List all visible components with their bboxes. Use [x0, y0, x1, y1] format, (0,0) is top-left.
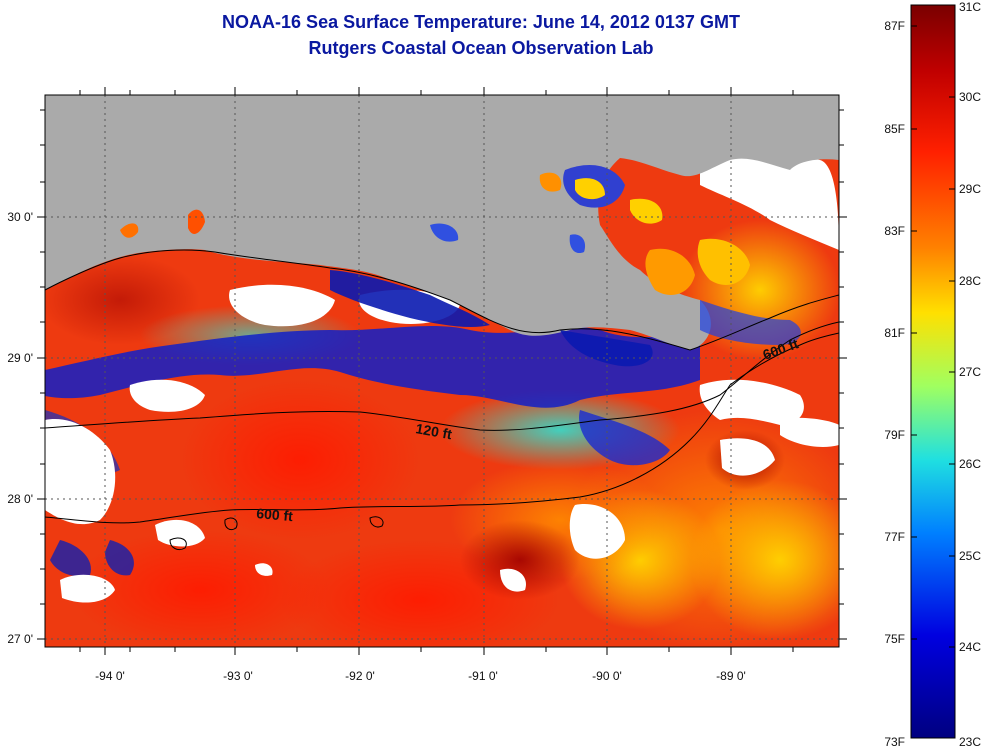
yellow-patch [690, 480, 839, 640]
lat-tick-label: 30 0' [7, 210, 33, 224]
colorbar-c-label: 30C [959, 90, 981, 104]
chart-title: NOAA-16 Sea Surface Temperature: June 14… [222, 12, 740, 32]
cloud [129, 379, 205, 412]
colorbar-f-label: 75F [884, 632, 905, 646]
colorbar-f-label: 77F [884, 530, 905, 544]
inland-water [575, 178, 605, 200]
lat-tick-label: 27 0' [7, 632, 33, 646]
cold-coastal-band [45, 325, 700, 408]
lon-tick-label: -91 0' [468, 669, 498, 683]
cloud [255, 563, 273, 576]
cloud [229, 284, 335, 327]
inland-water [645, 248, 695, 295]
contour-label-120ft: 120 ft [414, 420, 453, 442]
colorbar-f-label: 85F [884, 122, 905, 136]
colorbar-f-label: 83F [884, 224, 905, 238]
contour-ring [224, 517, 238, 531]
colorbar-f-label: 79F [884, 428, 905, 442]
cold-patch [105, 540, 134, 576]
lat-tick-label: 29 0' [7, 351, 33, 365]
lon-tick-label: -93 0' [223, 669, 253, 683]
cold-patch [579, 410, 670, 466]
colorbar-f-label: 87F [884, 19, 905, 33]
cold-fringe [700, 300, 801, 345]
colorbar-c-label: 24C [959, 640, 981, 654]
map-grid [45, 95, 839, 647]
contour-120ft [45, 321, 839, 431]
contour-ring [169, 537, 187, 551]
colorbar-c-label: 28C [959, 274, 981, 288]
lon-tick-label: -90 0' [592, 669, 622, 683]
map-frame [44, 94, 840, 648]
cloud [780, 417, 839, 447]
chart-subtitle: Rutgers Coastal Ocean Observation Lab [308, 38, 654, 58]
colorbar-scale [910, 4, 956, 739]
lon-tick-label: -94 0' [95, 669, 125, 683]
cloud [155, 519, 205, 547]
cloud [60, 574, 115, 603]
cloud [45, 419, 116, 525]
land-mass [45, 95, 839, 350]
cold-fringe [330, 270, 490, 328]
cold-fringe [560, 330, 653, 367]
lon-tick-label: -92 0' [345, 669, 375, 683]
dark-red-patch [460, 520, 580, 600]
colorbar-c-label: 27C [959, 365, 981, 379]
cloud [700, 153, 839, 250]
colorbar-f-label: 73F [884, 735, 905, 749]
sst-map[interactable]: 120 ft 600 ft 600 ft [40, 95, 870, 660]
lat-tick-label: 28 0' [7, 492, 33, 506]
lon-tick-label: -89 0' [716, 669, 746, 683]
colorbar-f-label: 81F [884, 326, 905, 340]
coastline [45, 249, 839, 351]
colorbar-c-label: 25C [959, 549, 981, 563]
inland-water [569, 234, 586, 254]
cloud [500, 568, 526, 592]
warm-patch [180, 380, 420, 540]
inland-water [188, 209, 205, 234]
axis-ticks [37, 87, 847, 655]
colorbar-c-label: 31C [959, 0, 981, 14]
contour-label-600ft: 600 ft [256, 505, 294, 524]
colorbar-c-label: 26C [959, 457, 981, 471]
inland-water [630, 198, 663, 224]
inland-water [539, 172, 562, 192]
contour-600ft [45, 332, 839, 524]
contour-ring [369, 516, 384, 528]
cloud [569, 504, 625, 559]
colorbar-c-label: 29C [959, 182, 981, 196]
colorbar-c-label: 23C [959, 735, 981, 749]
cold-patch [50, 540, 91, 577]
inland-water [120, 223, 139, 238]
inland-water [697, 238, 750, 285]
cloud [720, 438, 775, 476]
inland-water [430, 223, 459, 242]
warm-patch [70, 530, 330, 647]
colorbar [910, 4, 956, 739]
